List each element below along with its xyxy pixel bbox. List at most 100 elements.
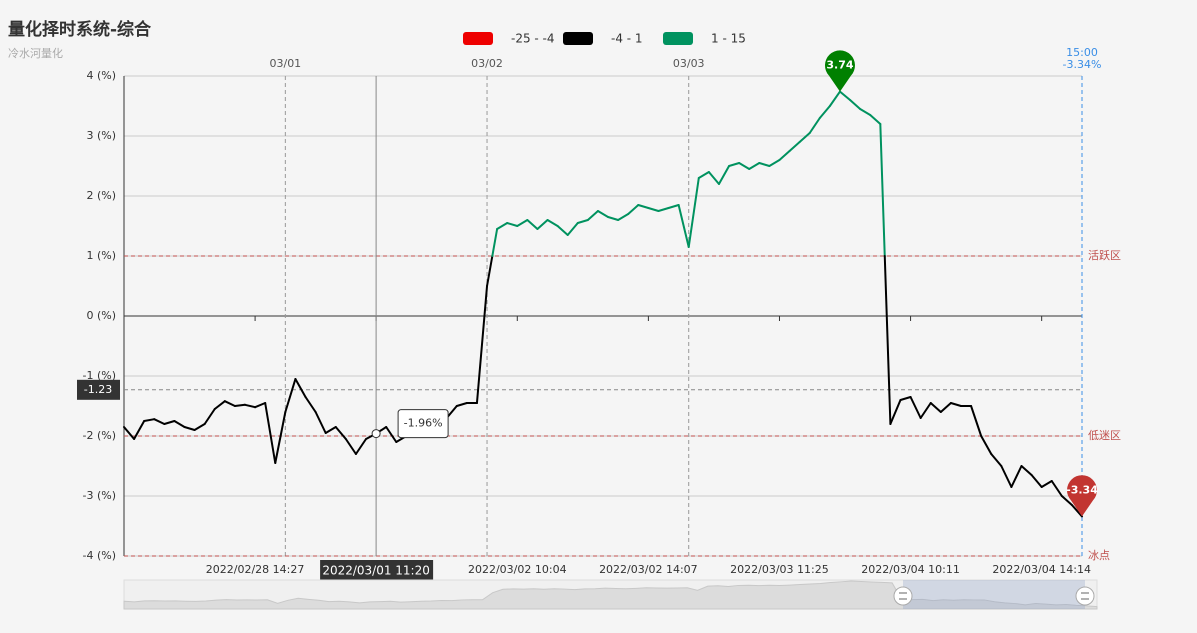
line-segment xyxy=(233,403,247,407)
legend-swatch xyxy=(663,32,693,45)
x-tick-label: 2022/02/28 14:27 xyxy=(206,563,305,576)
line-segment xyxy=(1070,504,1083,518)
line-segment xyxy=(254,402,267,409)
line-segment xyxy=(758,162,771,167)
line-segment xyxy=(748,162,761,170)
pointer-label-box xyxy=(320,560,434,581)
x-tick-label: 2022/03/02 14:07 xyxy=(599,563,698,576)
line-segment xyxy=(1040,480,1053,488)
line-segment xyxy=(990,453,1003,467)
line-segment xyxy=(808,117,821,134)
chart-subtitle: 冷水河量化 xyxy=(8,46,63,60)
x-tick-label: 2022/03/03 11:25 xyxy=(730,563,829,576)
line-segment xyxy=(637,204,650,209)
line-segment xyxy=(486,255,494,287)
line-segment xyxy=(153,418,166,425)
line-segment xyxy=(526,219,539,230)
line-segment xyxy=(586,210,599,221)
legend-label: -25 - -4 xyxy=(511,32,555,46)
day-label: 03/02 xyxy=(471,57,503,70)
line-segment xyxy=(334,426,347,440)
line-segment xyxy=(818,105,831,119)
line-segment xyxy=(516,219,529,227)
line-segment xyxy=(496,222,509,230)
x-tick-label: 2022/03/04 14:14 xyxy=(992,563,1091,576)
line-segment xyxy=(728,162,741,167)
line-segment xyxy=(667,204,680,209)
line-segment xyxy=(1020,465,1033,476)
zoom-handle[interactable] xyxy=(893,586,913,606)
y-tick-label: -2 (%) xyxy=(83,429,117,442)
line-segment xyxy=(1030,474,1043,488)
day-label: 03/01 xyxy=(269,57,301,70)
line-segment xyxy=(546,219,559,227)
tooltip-box xyxy=(397,409,449,439)
line-segment xyxy=(123,426,136,440)
legend-swatch xyxy=(563,32,593,45)
legend-label: -4 - 1 xyxy=(611,32,643,46)
line-segment xyxy=(324,426,337,434)
line-segment xyxy=(788,141,801,152)
line-segment xyxy=(919,402,932,419)
line-segment xyxy=(929,402,942,413)
line-segment xyxy=(163,420,176,425)
line-segment xyxy=(506,222,519,227)
line-segment xyxy=(607,216,620,221)
line-segment xyxy=(213,400,226,410)
line-segment xyxy=(717,165,731,185)
line-segment xyxy=(193,423,206,431)
line-segment xyxy=(889,399,902,425)
line-segment xyxy=(697,171,710,179)
pointer-dot xyxy=(371,429,381,439)
zoom-handle[interactable] xyxy=(1075,586,1095,606)
zoom-handle-grip xyxy=(899,592,907,600)
line-segment xyxy=(566,222,579,236)
line-segment xyxy=(556,225,569,236)
line-segment xyxy=(838,90,852,101)
line-segment xyxy=(1000,465,1013,488)
line-segment xyxy=(1060,495,1073,506)
line-segment xyxy=(798,132,811,143)
mark-point xyxy=(824,50,855,92)
mark-line-label: 低迷区 xyxy=(1088,429,1121,442)
line-segment xyxy=(304,396,317,413)
pointer-label: 2022/03/01 11:20 xyxy=(322,564,430,578)
y-tick-label: -1 (%) xyxy=(83,369,117,382)
y-tick-label: -3 (%) xyxy=(83,489,117,502)
line-segment xyxy=(294,378,307,398)
line-segment xyxy=(899,396,912,401)
y-tick-label: -4 (%) xyxy=(83,549,117,562)
line-segment xyxy=(274,411,287,464)
line-segment xyxy=(849,99,862,110)
line-segment xyxy=(133,420,146,440)
legend-label: 1 - 15 xyxy=(711,32,746,46)
line-segment xyxy=(657,207,670,212)
line-segment xyxy=(828,90,841,107)
line-segment xyxy=(617,213,630,221)
y-tick-label: 3 (%) xyxy=(86,129,116,142)
line-segment xyxy=(244,403,257,409)
y-tick-label: 0 (%) xyxy=(86,309,116,322)
line-segment xyxy=(627,204,640,215)
line-segment xyxy=(677,204,690,248)
line-segment xyxy=(173,420,186,428)
line-segment xyxy=(455,402,468,407)
line-segment xyxy=(778,150,791,161)
zoom-selection xyxy=(903,580,1085,609)
line-segment xyxy=(223,400,236,407)
y-tick-label: 4 (%) xyxy=(86,69,116,82)
line-segment xyxy=(909,396,922,419)
x-tick-label: 2022/03/02 10:04 xyxy=(468,563,567,576)
line-segment xyxy=(536,219,549,230)
day-label: 15:00 xyxy=(1066,46,1098,59)
line-segment xyxy=(264,402,277,464)
line-segment xyxy=(475,285,489,404)
end-label: -3.34% xyxy=(1063,58,1102,71)
tooltip-value: -1.96% xyxy=(404,417,443,430)
line-segment xyxy=(1010,465,1023,488)
mark-point-label: 3.74 xyxy=(826,59,853,72)
line-segment xyxy=(949,402,962,407)
line-segment xyxy=(344,438,357,455)
